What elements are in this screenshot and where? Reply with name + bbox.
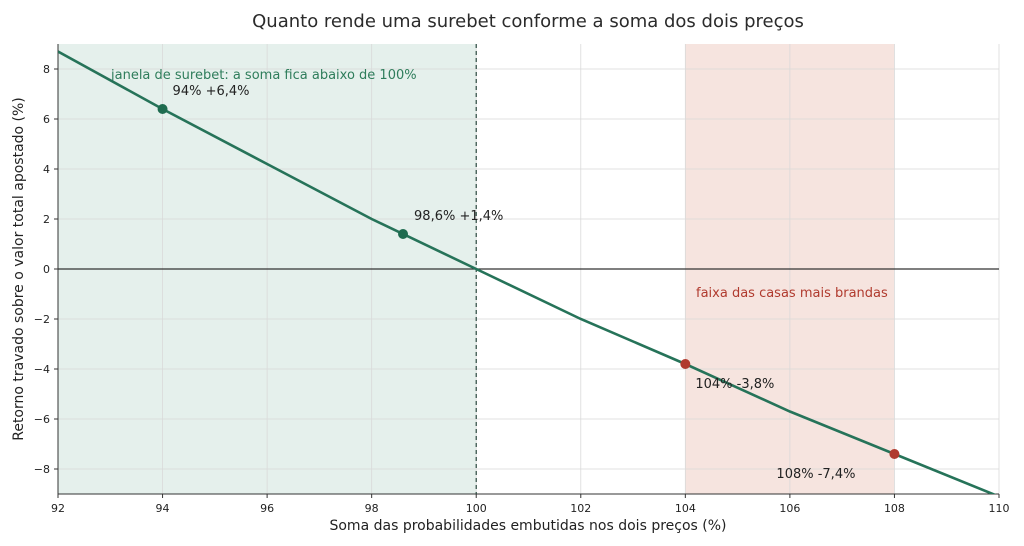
x-tick-label-9: 110 xyxy=(989,502,1010,515)
highlight-point-label-2: 104% -3,8% xyxy=(695,377,774,392)
x-tick-label-8: 108 xyxy=(884,502,905,515)
x-tick-label-1: 94 xyxy=(156,502,170,515)
series-line-0 xyxy=(58,50,997,494)
x-tick-label-6: 104 xyxy=(675,502,696,515)
x-tick-label-7: 106 xyxy=(779,502,800,515)
highlight-point-2 xyxy=(680,359,691,369)
x-tick-label-5: 102 xyxy=(570,502,591,515)
band-label-1: faixa das casas mais brandas xyxy=(696,286,888,301)
y-tick-label-0: −8 xyxy=(34,463,50,476)
y-tick-label-7: 6 xyxy=(43,113,50,126)
x-tick-label-4: 100 xyxy=(466,502,487,515)
x-tick-label-0: 92 xyxy=(51,502,65,515)
highlight-point-0 xyxy=(157,104,168,114)
highlight-point-1 xyxy=(398,229,409,239)
x-tick-label-3: 98 xyxy=(365,502,379,515)
highlight-point-label-3: 108% -7,4% xyxy=(776,467,855,482)
x-tick-label-2: 96 xyxy=(260,502,274,515)
highlight-point-3 xyxy=(889,449,900,459)
y-axis-title: Retorno travado sobre o valor total apos… xyxy=(11,97,27,441)
x-axis-title: Soma das probabilidades embutidas nos do… xyxy=(329,518,726,534)
y-tick-label-1: −6 xyxy=(34,413,50,426)
y-tick-label-6: 4 xyxy=(43,163,50,176)
chart-title: Quanto rende uma surebet conforme a soma… xyxy=(252,11,804,32)
band-label-0: janela de surebet: a soma fica abaixo de… xyxy=(110,68,417,83)
highlight-point-label-1: 98,6% +1,4% xyxy=(414,209,503,224)
y-tick-label-4: 0 xyxy=(43,263,50,276)
y-tick-label-8: 8 xyxy=(43,63,50,76)
y-tick-label-2: −4 xyxy=(34,363,50,376)
highlight-point-label-0: 94% +6,4% xyxy=(173,84,250,99)
y-tick-label-5: 2 xyxy=(43,213,50,226)
y-tick-label-3: −2 xyxy=(34,313,50,326)
